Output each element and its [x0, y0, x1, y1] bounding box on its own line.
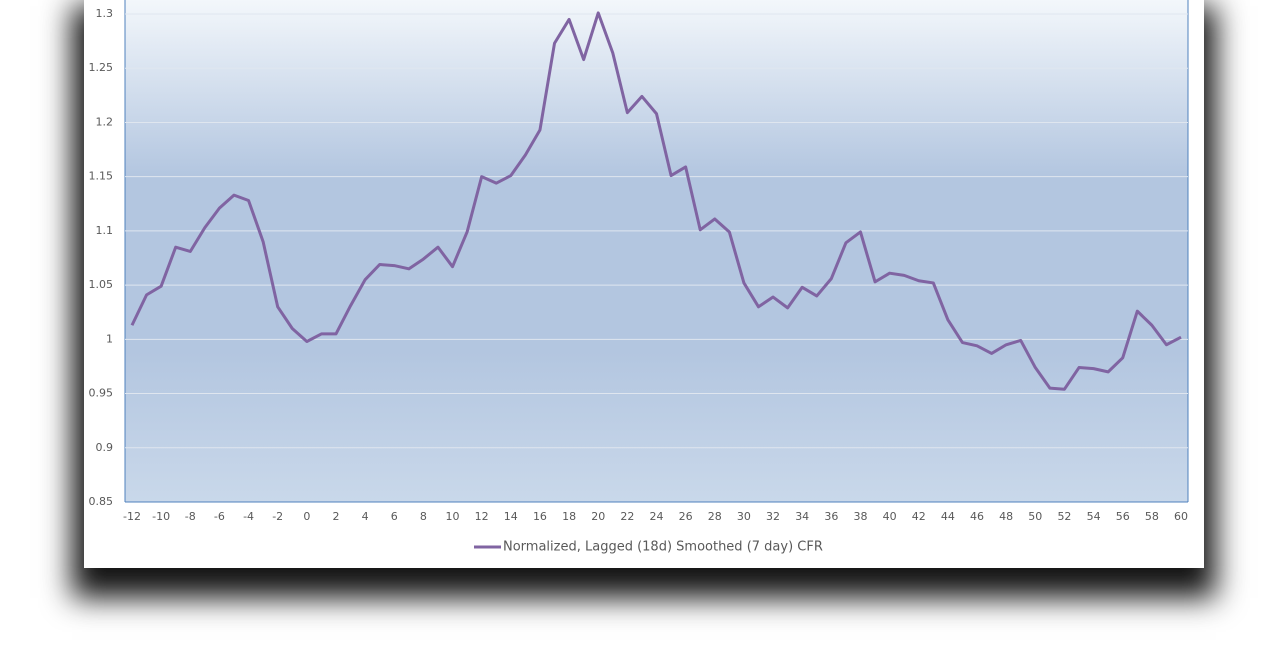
- x-tick-label: -4: [243, 510, 254, 523]
- x-tick-label: 6: [391, 510, 398, 523]
- y-tick-label: 1.2: [96, 115, 114, 128]
- x-tick-label: -6: [214, 510, 225, 523]
- x-tick-label: -10: [152, 510, 170, 523]
- x-tick-label: 10: [446, 510, 460, 523]
- y-tick-label: 0.85: [89, 495, 114, 508]
- x-tick-label: 26: [679, 510, 693, 523]
- x-tick-label: 28: [708, 510, 722, 523]
- x-tick-label: 50: [1028, 510, 1042, 523]
- x-tick-label: 46: [970, 510, 984, 523]
- x-tick-label: 22: [620, 510, 634, 523]
- x-tick-label: -12: [123, 510, 141, 523]
- x-tick-label: 58: [1145, 510, 1159, 523]
- y-tick-label: 0.95: [89, 387, 114, 400]
- x-tick-label: -8: [185, 510, 196, 523]
- x-tick-label: 32: [766, 510, 780, 523]
- x-tick-label: 54: [1087, 510, 1101, 523]
- x-tick-label: 16: [533, 510, 547, 523]
- x-tick-label: 34: [795, 510, 809, 523]
- x-tick-label: 56: [1116, 510, 1130, 523]
- x-tick-label: 42: [912, 510, 926, 523]
- x-tick-label: 18: [562, 510, 576, 523]
- series-line: [130, 11, 1182, 391]
- x-tick-label: 48: [999, 510, 1013, 523]
- y-tick-label: 1.3: [96, 7, 114, 20]
- legend-label: Normalized, Lagged (18d) Smoothed (7 day…: [503, 540, 823, 555]
- y-tick-label: 1.25: [89, 61, 114, 74]
- x-tick-label: -2: [272, 510, 283, 523]
- x-tick-label: 40: [883, 510, 897, 523]
- y-tick-label: 1.15: [89, 170, 114, 183]
- x-tick-label: 4: [362, 510, 369, 523]
- plot-area: [125, 0, 1188, 502]
- x-tick-label: 0: [303, 510, 310, 523]
- x-tick-label: 52: [1057, 510, 1071, 523]
- x-tick-label: 30: [737, 510, 751, 523]
- y-tick-label: 0.9: [96, 441, 114, 454]
- x-tick-label: 60: [1174, 510, 1188, 523]
- x-tick-label: 12: [475, 510, 489, 523]
- x-tick-label: 24: [650, 510, 664, 523]
- x-tick-label: 8: [420, 510, 427, 523]
- x-tick-label: 14: [504, 510, 518, 523]
- x-tick-label: 36: [824, 510, 838, 523]
- x-tick-label: 20: [591, 510, 605, 523]
- y-tick-label: 1: [106, 332, 113, 345]
- y-tick-label: 1.05: [89, 278, 114, 291]
- x-tick-label: 38: [853, 510, 867, 523]
- x-tick-label: 44: [941, 510, 955, 523]
- y-tick-label: 1.1: [96, 224, 114, 237]
- x-tick-label: 2: [332, 510, 339, 523]
